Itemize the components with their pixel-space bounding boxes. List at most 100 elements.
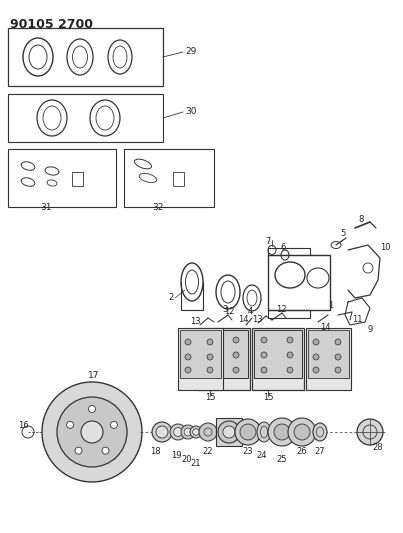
- Circle shape: [207, 367, 213, 373]
- Text: 5: 5: [340, 229, 345, 238]
- Circle shape: [185, 339, 191, 345]
- Text: 90105 2700: 90105 2700: [10, 18, 93, 31]
- Bar: [198, 328, 250, 390]
- Bar: [72, 172, 83, 186]
- Text: 28: 28: [372, 443, 382, 453]
- Circle shape: [184, 428, 192, 436]
- Text: 9: 9: [368, 326, 373, 335]
- Text: 10: 10: [380, 244, 391, 253]
- Circle shape: [268, 418, 296, 446]
- Text: 16: 16: [18, 421, 29, 430]
- Circle shape: [261, 352, 267, 358]
- Bar: [254, 330, 302, 378]
- Bar: [178, 328, 223, 390]
- Circle shape: [75, 447, 82, 454]
- Circle shape: [335, 354, 341, 360]
- Circle shape: [294, 424, 310, 440]
- Text: 25: 25: [277, 456, 287, 464]
- Bar: [124, 149, 214, 207]
- Text: 11: 11: [352, 316, 363, 325]
- Circle shape: [152, 422, 172, 442]
- Circle shape: [235, 419, 261, 445]
- Circle shape: [156, 426, 168, 438]
- Circle shape: [207, 354, 213, 360]
- Circle shape: [313, 339, 319, 345]
- Text: 17: 17: [88, 372, 100, 381]
- Circle shape: [335, 339, 341, 345]
- Text: 29: 29: [185, 47, 196, 56]
- Circle shape: [190, 426, 202, 438]
- Bar: [8, 149, 116, 207]
- Text: 24: 24: [257, 451, 267, 461]
- Ellipse shape: [313, 423, 327, 441]
- Text: 1: 1: [328, 301, 333, 310]
- Circle shape: [233, 352, 239, 358]
- Circle shape: [42, 382, 142, 482]
- Text: 22: 22: [203, 448, 213, 456]
- Circle shape: [233, 367, 239, 373]
- Circle shape: [181, 425, 195, 439]
- Text: 14: 14: [238, 316, 249, 325]
- Text: 30: 30: [185, 108, 197, 117]
- Circle shape: [81, 421, 103, 443]
- Bar: [306, 328, 351, 390]
- Circle shape: [185, 354, 191, 360]
- Text: 13: 13: [252, 316, 263, 325]
- Text: 14: 14: [320, 324, 330, 333]
- Bar: [200, 330, 248, 378]
- Circle shape: [66, 422, 74, 429]
- Circle shape: [207, 339, 213, 345]
- Circle shape: [193, 429, 199, 435]
- Circle shape: [207, 367, 213, 373]
- Text: 2: 2: [168, 294, 173, 303]
- Text: 27: 27: [315, 448, 325, 456]
- Bar: [8, 94, 163, 142]
- Text: 15: 15: [263, 393, 273, 402]
- Text: 13: 13: [190, 318, 201, 327]
- Circle shape: [287, 367, 293, 373]
- Text: 15: 15: [205, 393, 215, 402]
- Circle shape: [274, 424, 290, 440]
- Text: 8: 8: [358, 215, 364, 224]
- Circle shape: [207, 337, 213, 343]
- Ellipse shape: [257, 422, 271, 442]
- Text: 19: 19: [171, 451, 181, 461]
- Circle shape: [288, 418, 316, 446]
- Bar: [180, 330, 221, 378]
- Text: 12: 12: [224, 308, 235, 317]
- Circle shape: [313, 354, 319, 360]
- Circle shape: [233, 337, 239, 343]
- Circle shape: [287, 352, 293, 358]
- Text: 23: 23: [243, 448, 253, 456]
- Circle shape: [335, 367, 341, 373]
- Circle shape: [57, 397, 127, 467]
- Circle shape: [240, 424, 256, 440]
- Bar: [252, 328, 304, 390]
- Text: 18: 18: [150, 448, 160, 456]
- Circle shape: [261, 367, 267, 373]
- Circle shape: [313, 367, 319, 373]
- Bar: [216, 418, 242, 446]
- Text: 4: 4: [248, 308, 253, 317]
- Circle shape: [110, 422, 117, 429]
- Bar: [308, 330, 349, 378]
- Circle shape: [174, 427, 183, 437]
- Circle shape: [287, 337, 293, 343]
- Circle shape: [223, 426, 235, 438]
- Ellipse shape: [218, 421, 240, 443]
- Text: 26: 26: [297, 448, 307, 456]
- Circle shape: [261, 337, 267, 343]
- Circle shape: [89, 406, 96, 413]
- Text: 32: 32: [152, 203, 164, 212]
- Circle shape: [170, 424, 186, 440]
- Text: 20: 20: [182, 456, 192, 464]
- Circle shape: [357, 419, 383, 445]
- Circle shape: [207, 352, 213, 358]
- Circle shape: [185, 367, 191, 373]
- Text: 31: 31: [40, 203, 52, 212]
- Text: 3: 3: [222, 305, 227, 314]
- Circle shape: [102, 447, 109, 454]
- Circle shape: [199, 423, 217, 441]
- Text: 12: 12: [276, 305, 287, 314]
- Bar: [8, 28, 163, 86]
